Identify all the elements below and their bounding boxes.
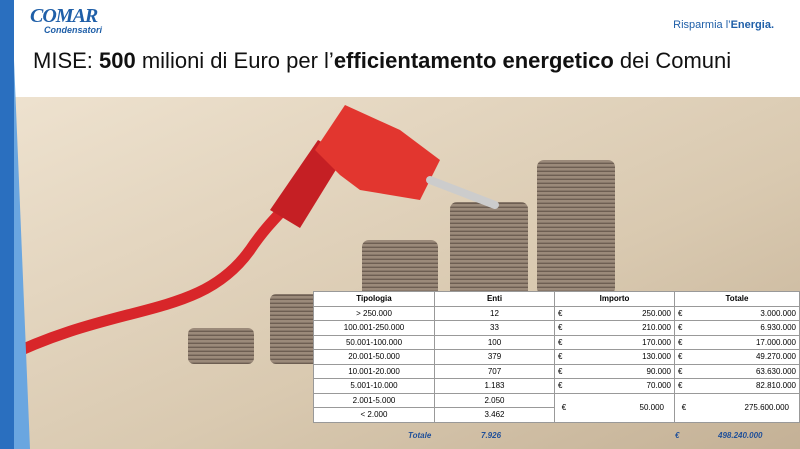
title-part: 500	[99, 48, 136, 73]
title-part: dei Comuni	[613, 48, 732, 73]
cell: €	[554, 305, 573, 321]
logo-subtitle: Condensatori	[44, 25, 103, 35]
column-header: Enti	[434, 291, 555, 307]
cell: 90.000	[573, 363, 675, 379]
tagline: Risparmia l’Energia.	[673, 19, 774, 31]
plug	[0, 105, 499, 365]
tagline-part: Energia.	[730, 19, 774, 31]
cell: 10.001-20.000	[313, 363, 435, 379]
cell: 210.000	[573, 320, 675, 336]
cell: €	[554, 320, 573, 336]
cell: 100	[434, 334, 555, 350]
total-row: Totale 7.926 €498.240.000	[313, 428, 795, 444]
logo: COMAR Condensatori	[30, 6, 102, 35]
header-row: Tipologia Enti Importo Totale	[313, 291, 800, 307]
row: 5.001-10.000 1.183 €70.000 €82.810.000	[313, 378, 800, 394]
logo-name: COMAR	[30, 5, 98, 27]
cell: 1.183	[434, 378, 555, 394]
column-header: Tipologia	[313, 291, 435, 307]
cell: 250.000	[573, 305, 675, 321]
total-enti: 7.926	[481, 431, 502, 440]
cell: 2.050	[434, 392, 555, 408]
cell: €	[674, 305, 693, 321]
cell: 33	[434, 320, 555, 336]
title-part: efficientamento energetico	[333, 48, 614, 73]
row: 100.001-250.000 33 €210.000 €6.930.000	[313, 320, 800, 336]
cell: €	[674, 334, 693, 350]
table: Tipologia Enti Importo Totale > 250.000 12 €25…	[313, 291, 800, 423]
cell: 49.270.000	[693, 349, 800, 365]
total-label: Totale	[408, 431, 432, 440]
column-header: Importo	[554, 291, 675, 307]
cell: 50.001-100.000	[313, 334, 435, 350]
cell: 12	[434, 305, 555, 321]
cell: €	[554, 378, 573, 394]
cell: 130.000	[573, 349, 675, 365]
cell: €	[674, 378, 693, 394]
side-band	[14, 60, 30, 449]
tagline-part: Risparmia l’	[673, 19, 731, 31]
cell: €	[554, 334, 573, 350]
cell: 70.000	[573, 378, 675, 394]
cell: €	[554, 392, 573, 423]
cell: < 2.000	[313, 407, 435, 423]
total-currency: €	[675, 431, 680, 440]
cell: €	[674, 363, 693, 379]
cell: €	[554, 363, 573, 379]
cell: €	[554, 349, 573, 365]
cell: 2.001-5.000	[313, 392, 435, 408]
row: 2.001-5.000 2.050 €50.000 €275.600.000	[313, 392, 800, 423]
title: MISE: 500 milioni di Euro per l’efficien…	[33, 48, 731, 74]
cell: 379	[434, 349, 555, 365]
title-part: MISE:	[33, 48, 100, 73]
cell: 50.000	[573, 392, 675, 423]
cell: €	[674, 349, 693, 365]
cell: 3.462	[434, 407, 555, 423]
cell: > 250.000	[313, 305, 435, 321]
row: 10.001-20.000 707 €90.000 €63.630.000	[313, 363, 800, 379]
cell: 170.000	[573, 334, 675, 350]
cell: 707	[434, 363, 555, 379]
cell: €	[674, 392, 693, 423]
row: 50.001-100.000 100 €170.000 €17.000.000	[313, 334, 800, 350]
cell: 63.630.000	[693, 363, 800, 379]
cell: €	[674, 320, 693, 336]
cell: 100.001-250.000	[313, 320, 435, 336]
cell: 6.930.000	[693, 320, 800, 336]
row: < 2.000 3.462	[313, 407, 800, 423]
cell: 17.000.000	[693, 334, 800, 350]
row: 20.001-50.000 379 €130.000 €49.270.000	[313, 349, 800, 365]
cell: 3.000.000	[693, 305, 800, 321]
cell: 82.810.000	[693, 378, 800, 394]
title-part: milioni di Euro per l’	[135, 48, 334, 73]
total-totale: 498.240.000	[718, 431, 763, 440]
column-header: Totale	[674, 291, 800, 307]
side-band	[0, 0, 14, 449]
cell: 5.001-10.000	[313, 378, 435, 394]
cell: 20.001-50.000	[313, 349, 435, 365]
cell: 275.600.000	[693, 392, 800, 423]
row: > 250.000 12 €250.000 €3.000.000	[313, 305, 800, 321]
